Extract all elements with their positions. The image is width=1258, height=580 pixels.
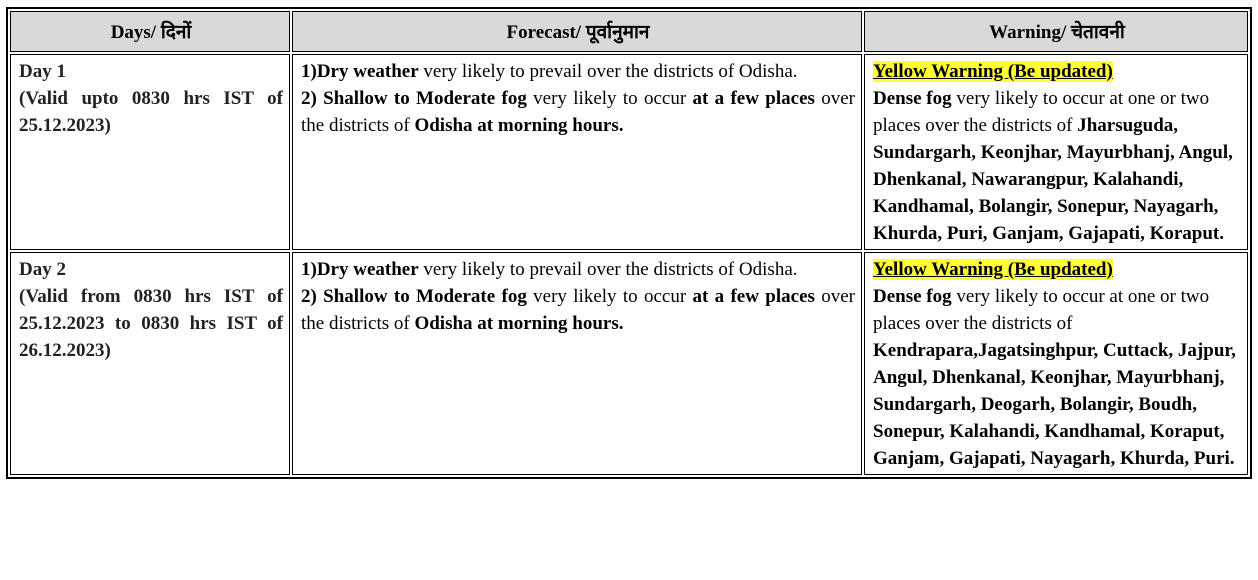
text-run: at a few places — [692, 88, 815, 109]
warning-cell: Yellow Warning (Be updated) Dense fog ver… — [864, 252, 1248, 475]
warning-level: Yellow Warning (Be updated) — [873, 61, 1113, 82]
warning-level-line: Yellow Warning (Be updated) — [873, 58, 1241, 85]
text-run: over the districts of — [301, 88, 855, 136]
warning-text: Dense fog very likely to occur at one or… — [873, 85, 1241, 247]
text-run: Odisha at morning hours. — [414, 115, 624, 136]
text-run: very likely to occur at one or two place… — [873, 88, 1210, 136]
forecast-item: 2) Shallow to Moderate fog very likely t… — [301, 85, 855, 139]
day-cell: Day 2 (Valid from 0830 hrs IST of 25.12.2… — [10, 252, 290, 475]
text-run: very likely to prevail over the district… — [418, 259, 798, 280]
forecast-item: 1)Dry weather very likely to prevail ove… — [301, 58, 855, 85]
table-row: Day 1 (Valid upto 0830 hrs IST of 25.12.2… — [10, 54, 1248, 250]
header-cell: Forecast/ पूर्वानुमान — [292, 11, 862, 52]
text-run: Dense fog — [873, 88, 952, 109]
text-run: Kendrapara,Jagatsinghpur, Cuttack, Jajpu… — [873, 340, 1236, 469]
text-run: 2) Shallow to Moderate fog — [301, 88, 527, 109]
text-run: Dense fog — [873, 286, 952, 307]
text-run: at a few places — [692, 286, 815, 307]
forecast-cell: 1)Dry weather very likely to prevail ove… — [292, 54, 862, 250]
table-body: Day 1 (Valid upto 0830 hrs IST of 25.12.2… — [10, 54, 1248, 475]
text-run: 1)Dry weather — [301, 259, 419, 280]
text-run: Odisha at morning hours. — [414, 313, 624, 334]
text-run: very likely to prevail over the district… — [418, 61, 798, 82]
warning-level: Yellow Warning (Be updated) — [873, 259, 1113, 280]
day-label: Day 1 — [19, 61, 66, 82]
text-run: very likely to occur — [526, 286, 693, 307]
text-run: 2) Shallow to Moderate fog — [301, 286, 527, 307]
header-cell: Days/ दिनों — [10, 11, 290, 52]
text-run: very likely to occur at one or two place… — [873, 286, 1210, 334]
forecast-item: 1)Dry weather very likely to prevail ove… — [301, 256, 855, 283]
header-row: Days/ दिनों Forecast/ पूर्वानुमान Warnin… — [10, 11, 1248, 52]
warning-text: Dense fog very likely to occur at one or… — [873, 283, 1241, 472]
validity: (Valid from 0830 hrs IST of 25.12.2023 t… — [19, 286, 283, 361]
forecast-cell: 1)Dry weather very likely to prevail ove… — [292, 252, 862, 475]
warning-cell: Yellow Warning (Be updated) Dense fog ver… — [864, 54, 1248, 250]
header-cell: Warning/ चेतावनी — [864, 11, 1248, 52]
warning-level-line: Yellow Warning (Be updated) — [873, 256, 1241, 283]
table-row: Day 2 (Valid from 0830 hrs IST of 25.12.2… — [10, 252, 1248, 475]
forecast-table: Days/ दिनों Forecast/ पूर्वानुमान Warnin… — [6, 7, 1252, 479]
text-run: very likely to occur — [526, 88, 693, 109]
text-run: 1)Dry weather — [301, 61, 419, 82]
text-run: over the districts of — [301, 286, 855, 334]
day-cell: Day 1 (Valid upto 0830 hrs IST of 25.12.2… — [10, 54, 290, 250]
day-label: Day 2 — [19, 259, 66, 280]
forecast-item: 2) Shallow to Moderate fog very likely t… — [301, 283, 855, 337]
validity: (Valid upto 0830 hrs IST of 25.12.2023) — [19, 88, 283, 136]
text-run: Jharsuguda, Sundargarh, Keonjhar, Mayurb… — [873, 115, 1233, 244]
